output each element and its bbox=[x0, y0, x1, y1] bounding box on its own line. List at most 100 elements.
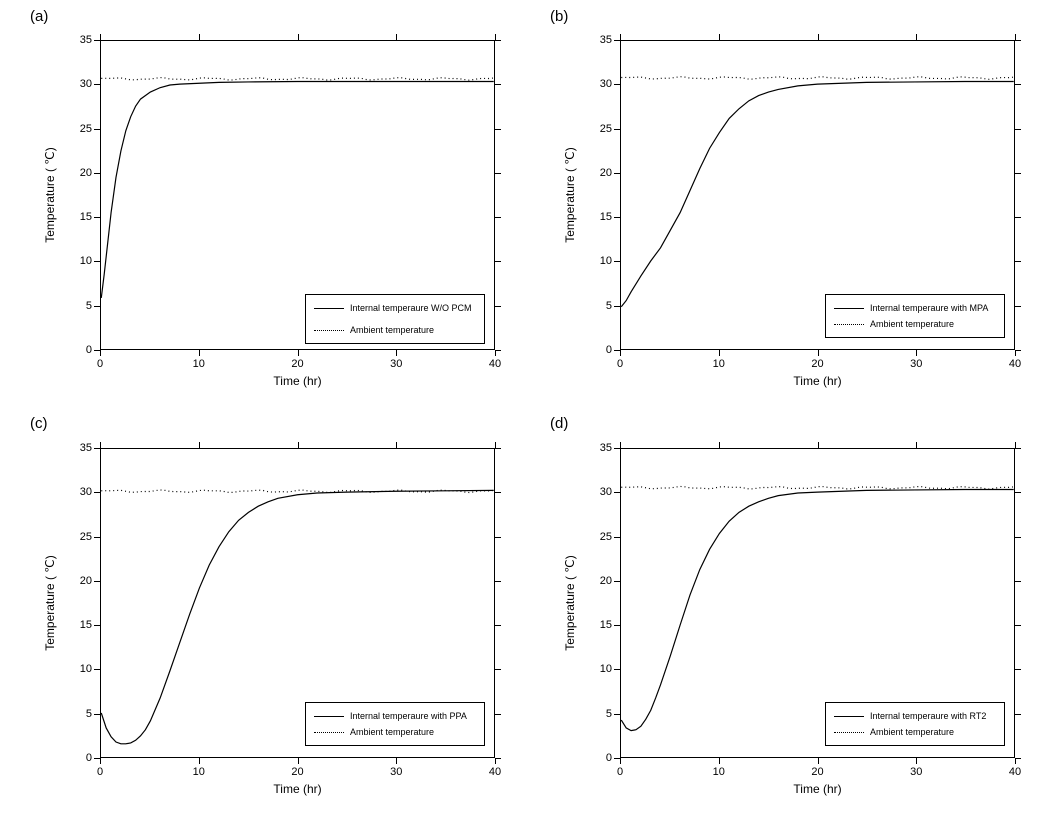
y-tick bbox=[614, 448, 620, 449]
ambient-series-d bbox=[621, 486, 1013, 489]
legend-text-internal: Internal temperaure with MPA bbox=[870, 303, 988, 313]
y-tick bbox=[495, 306, 501, 307]
y-tick bbox=[614, 40, 620, 41]
x-axis-label: Time (hr) bbox=[793, 374, 841, 388]
y-tick bbox=[94, 448, 100, 449]
y-tick bbox=[94, 84, 100, 85]
y-tick-label: 30 bbox=[594, 78, 612, 90]
legend-swatch-solid bbox=[834, 710, 864, 722]
x-tick-label: 30 bbox=[910, 358, 922, 370]
legend-row-ambient: Ambient temperature bbox=[834, 724, 996, 740]
y-tick bbox=[1015, 261, 1021, 262]
legend-row-ambient: Ambient temperature bbox=[314, 322, 476, 338]
x-tick bbox=[199, 34, 200, 40]
y-axis-label: Temperature ( ℃) bbox=[43, 555, 57, 651]
legend-row-ambient: Ambient temperature bbox=[834, 316, 996, 332]
legend-text-ambient: Ambient temperature bbox=[870, 319, 954, 329]
y-tick-label: 30 bbox=[74, 486, 92, 498]
y-tick bbox=[94, 261, 100, 262]
legend-swatch-dotted bbox=[314, 324, 344, 336]
y-tick bbox=[495, 537, 501, 538]
legend-swatch-solid bbox=[314, 710, 344, 722]
y-tick bbox=[1015, 537, 1021, 538]
x-tick bbox=[818, 350, 819, 356]
y-tick bbox=[94, 40, 100, 41]
x-axis-label: Time (hr) bbox=[793, 782, 841, 796]
dotted-line-icon bbox=[834, 732, 864, 733]
x-tick-label: 30 bbox=[910, 766, 922, 778]
y-tick-label: 15 bbox=[594, 211, 612, 223]
x-tick bbox=[620, 350, 621, 356]
panel-label-b: (b) bbox=[550, 8, 568, 25]
x-tick-label: 40 bbox=[489, 358, 501, 370]
y-tick-label: 25 bbox=[594, 531, 612, 543]
legend-text-internal: Internal temperaure with PPA bbox=[350, 711, 467, 721]
y-tick bbox=[495, 448, 501, 449]
y-tick bbox=[1015, 492, 1021, 493]
x-tick bbox=[100, 34, 101, 40]
y-tick bbox=[614, 581, 620, 582]
figure-root: (a)01020304005101520253035Time (hr)Tempe… bbox=[0, 0, 1042, 823]
y-tick bbox=[614, 669, 620, 670]
x-tick-label: 40 bbox=[1009, 766, 1021, 778]
y-tick bbox=[94, 492, 100, 493]
y-tick bbox=[1015, 625, 1021, 626]
x-tick bbox=[396, 34, 397, 40]
x-tick-label: 0 bbox=[617, 358, 623, 370]
y-tick-label: 15 bbox=[594, 619, 612, 631]
internal-series-a bbox=[101, 81, 493, 297]
x-tick-label: 40 bbox=[489, 766, 501, 778]
y-tick bbox=[614, 350, 620, 351]
legend-text-ambient: Ambient temperature bbox=[350, 325, 434, 335]
dotted-line-icon bbox=[834, 324, 864, 325]
y-tick bbox=[1015, 217, 1021, 218]
y-tick-label: 0 bbox=[74, 752, 92, 764]
legend-row-internal: Internal temperaure W/O PCM bbox=[314, 300, 476, 316]
x-tick bbox=[100, 350, 101, 356]
x-tick bbox=[298, 758, 299, 764]
x-tick bbox=[719, 34, 720, 40]
legend-swatch-solid bbox=[314, 302, 344, 314]
y-tick bbox=[614, 306, 620, 307]
legend-swatch-dotted bbox=[834, 318, 864, 330]
y-tick-label: 35 bbox=[74, 34, 92, 46]
legend-d: Internal temperaure with RT2Ambient temp… bbox=[825, 702, 1005, 746]
y-tick-label: 5 bbox=[74, 300, 92, 312]
x-tick-label: 0 bbox=[97, 358, 103, 370]
y-tick bbox=[94, 217, 100, 218]
y-tick-label: 10 bbox=[74, 255, 92, 267]
x-tick bbox=[719, 442, 720, 448]
y-tick-label: 30 bbox=[74, 78, 92, 90]
legend-row-internal: Internal temperaure with MPA bbox=[834, 300, 996, 316]
solid-line-icon bbox=[834, 308, 864, 309]
y-tick bbox=[94, 129, 100, 130]
y-tick bbox=[614, 714, 620, 715]
y-tick bbox=[614, 625, 620, 626]
internal-series-d bbox=[621, 489, 1013, 730]
x-tick bbox=[916, 350, 917, 356]
y-tick bbox=[614, 261, 620, 262]
y-tick bbox=[614, 84, 620, 85]
x-tick-label: 20 bbox=[291, 358, 303, 370]
y-tick bbox=[614, 129, 620, 130]
dotted-line-icon bbox=[314, 330, 344, 331]
y-tick-label: 10 bbox=[594, 255, 612, 267]
x-tick bbox=[719, 758, 720, 764]
ambient-series-a bbox=[101, 78, 493, 81]
x-tick bbox=[620, 34, 621, 40]
y-tick bbox=[94, 173, 100, 174]
x-tick-label: 10 bbox=[193, 766, 205, 778]
y-tick-label: 0 bbox=[74, 344, 92, 356]
x-tick-label: 30 bbox=[390, 766, 402, 778]
y-tick-label: 25 bbox=[594, 123, 612, 135]
panel-label-c: (c) bbox=[30, 415, 48, 432]
y-tick bbox=[495, 581, 501, 582]
y-tick bbox=[495, 173, 501, 174]
x-tick-label: 10 bbox=[713, 358, 725, 370]
y-tick-label: 5 bbox=[74, 708, 92, 720]
x-tick-label: 30 bbox=[390, 358, 402, 370]
ambient-series-b bbox=[621, 77, 1013, 80]
y-tick-label: 30 bbox=[594, 486, 612, 498]
x-tick-label: 0 bbox=[97, 766, 103, 778]
y-tick bbox=[495, 492, 501, 493]
